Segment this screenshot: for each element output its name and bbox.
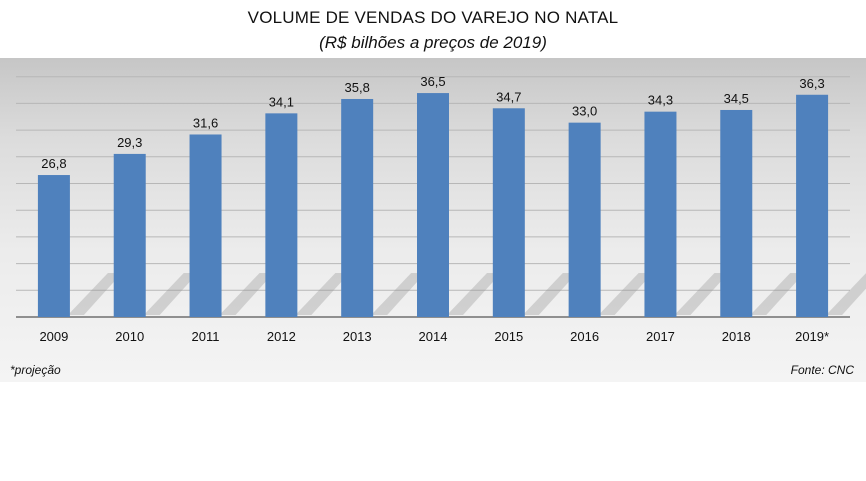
source-note: Fonte: CNC [790,363,854,377]
bar-2015 [492,108,525,317]
bar-2018 [720,109,753,317]
bar-shadow [674,273,729,315]
x-tick-label: 2018 [722,329,751,344]
bar-2009 [37,175,70,317]
data-label: 34,5 [724,91,749,106]
bar-2011 [189,134,222,317]
x-tick-label: 2009 [39,329,68,344]
data-label: 35,8 [345,80,370,95]
data-label: 34,3 [648,93,673,108]
data-label: 34,1 [269,94,294,109]
bar-2010 [113,153,146,317]
bar-shadow [750,273,805,315]
chart-title: VOLUME DE VENDAS DO VAREJO NO NATAL [247,8,619,27]
x-tick-label: 2014 [419,329,448,344]
x-tick-label: 2016 [570,329,599,344]
data-label: 29,3 [117,135,142,150]
bar-2013 [341,98,374,318]
bar-shadow [522,273,577,315]
bar-2016 [568,122,601,318]
x-tick-label: 2011 [192,329,220,344]
data-label: 34,7 [496,89,521,104]
data-label: 33,0 [572,104,597,119]
data-label: 36,5 [420,74,445,89]
bar-shadow [447,273,501,315]
bar-shadow [295,273,350,315]
bar-shadow [143,273,198,315]
data-label: 26,8 [41,156,66,171]
bar-shadow [219,273,274,315]
x-tick-label: 2015 [494,329,523,344]
x-tick-label: 2017 [646,329,675,344]
bar-2014 [417,93,449,317]
data-label: 31,6 [193,115,218,130]
x-tick-label: 2013 [343,329,372,344]
bar-shadow [67,273,122,315]
bar-shadow [371,273,426,315]
x-tick-label: 2019* [795,329,829,344]
bar-2012 [265,113,298,317]
bar-shadow [826,273,866,315]
data-label: 36,3 [799,76,824,91]
x-tick-label: 2012 [267,329,296,344]
bar-shadow [598,273,653,315]
footnote: *projeção [10,363,61,377]
chart-subtitle: (R$ bilhões a preços de 2019) [319,33,547,52]
bar-2019* [796,94,829,317]
x-tick-label: 2010 [115,329,144,344]
bar-2017 [644,111,677,317]
